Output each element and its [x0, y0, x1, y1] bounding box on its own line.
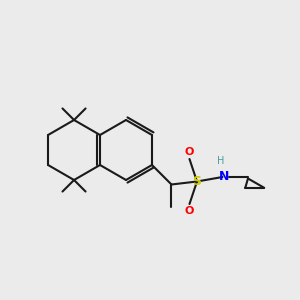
Text: N: N [219, 170, 229, 184]
Text: O: O [185, 147, 194, 158]
Text: S: S [193, 175, 202, 188]
Text: H: H [217, 155, 225, 166]
Text: O: O [185, 206, 194, 216]
